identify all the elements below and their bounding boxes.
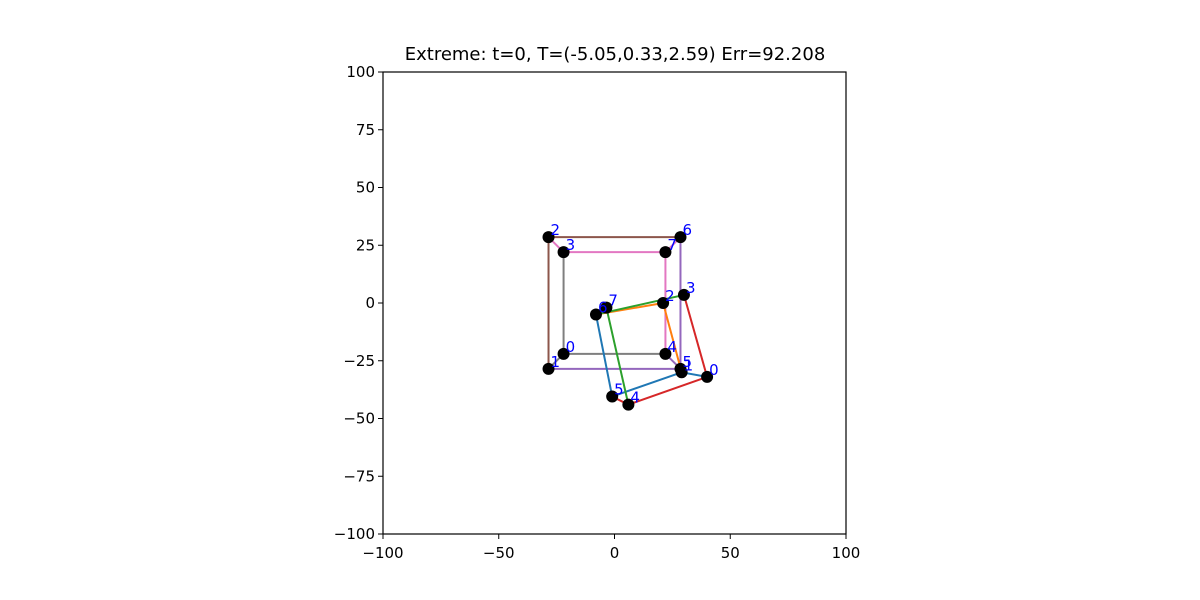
y-tick-label: 100 — [346, 63, 375, 81]
data-point — [622, 398, 635, 411]
data-point — [659, 246, 672, 259]
edge-line — [611, 371, 683, 398]
point-label: 2 — [665, 287, 675, 305]
data-point — [600, 301, 613, 314]
y-tick-label: 25 — [356, 236, 375, 254]
edge-line — [605, 306, 630, 406]
edge-line — [662, 302, 683, 374]
data-point — [557, 347, 570, 360]
point-label: 6 — [598, 299, 608, 317]
x-tick-label: 100 — [832, 544, 861, 562]
point-label: 5 — [682, 353, 692, 371]
data-point — [659, 347, 672, 360]
y-tick-label: −75 — [343, 467, 375, 485]
point-label: 0 — [709, 361, 719, 379]
x-tick-label: 0 — [610, 544, 620, 562]
x-tick-label: −50 — [483, 544, 515, 562]
point-label: 0 — [566, 338, 576, 356]
point-label: 4 — [667, 338, 677, 356]
point-label: 3 — [566, 236, 576, 254]
point-label: 1 — [551, 353, 561, 371]
y-tick-label: 0 — [365, 294, 375, 312]
data-point — [677, 288, 690, 301]
y-tick-label: 75 — [356, 121, 375, 139]
data-point — [606, 390, 619, 403]
point-label: 4 — [630, 389, 640, 407]
point-label: 3 — [686, 279, 696, 297]
data-point — [657, 297, 670, 309]
data-point — [674, 231, 687, 244]
edge-line — [594, 313, 614, 398]
chart-title: Extreme: t=0, T=(-5.05,0.33,2.59) Err=92… — [405, 44, 826, 65]
point-label: 1 — [684, 356, 694, 374]
y-tick-label: −50 — [343, 410, 375, 428]
y-tick-label: −100 — [334, 525, 375, 543]
point-label: 7 — [608, 292, 618, 310]
x-tick-label: −100 — [362, 544, 403, 562]
data-point — [675, 366, 688, 379]
edge-group — [547, 236, 709, 406]
point-label: 2 — [551, 221, 561, 239]
data-point — [542, 362, 555, 375]
y-tick-label: −25 — [343, 352, 375, 370]
y-tick-label: 50 — [356, 179, 375, 197]
x-tick-label: 50 — [721, 544, 740, 562]
point-group — [542, 231, 714, 411]
point-label: 7 — [667, 236, 677, 254]
edge-line — [627, 375, 709, 406]
point-label: 6 — [682, 221, 692, 239]
data-point — [589, 308, 602, 321]
data-point — [701, 370, 714, 383]
edge-line — [682, 293, 709, 378]
data-point — [557, 246, 570, 259]
data-point — [542, 231, 555, 244]
point-label: 5 — [614, 381, 624, 399]
